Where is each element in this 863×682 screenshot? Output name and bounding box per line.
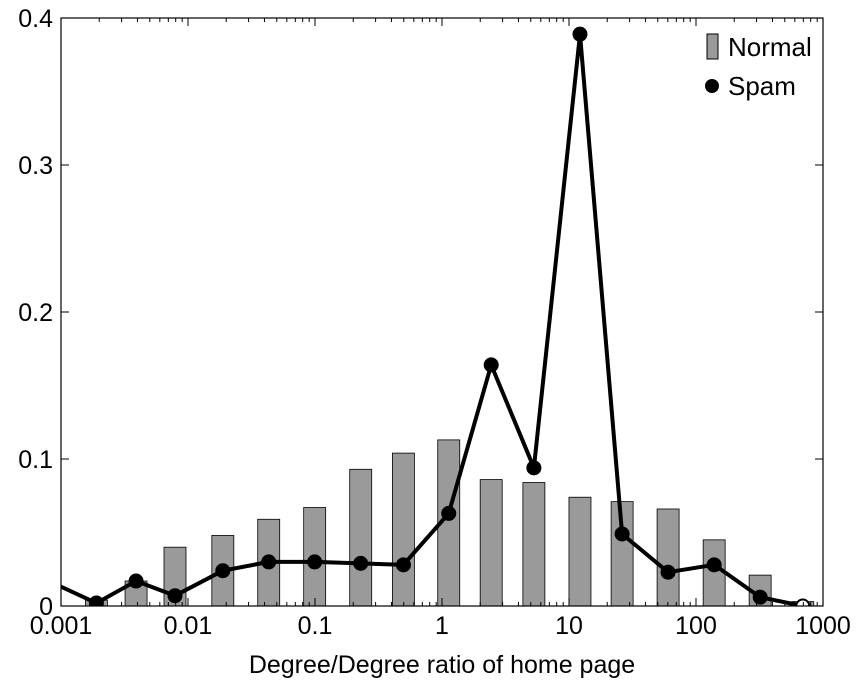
normal-bar	[656, 508, 680, 607]
spam-point	[572, 26, 588, 42]
spam-point	[167, 588, 183, 604]
y-tick-label: 0.4	[18, 5, 53, 33]
x-axis: 0.001 0.01 0.1 1 10 100 1000	[30, 18, 851, 640]
spam-point	[395, 557, 411, 573]
y-tick-label: 0	[39, 593, 53, 621]
legend-spam-label: Spam	[728, 71, 796, 101]
spam-point	[706, 557, 722, 573]
spam-point	[483, 357, 499, 373]
x-tick-label: 1	[435, 612, 449, 640]
spam-point	[752, 589, 768, 605]
normal-bar	[349, 468, 373, 607]
x-tick-label: 10	[555, 612, 583, 640]
normal-bar	[702, 539, 726, 607]
legend-normal-label: Normal	[728, 32, 812, 62]
spam-point	[128, 573, 144, 589]
legend-normal-swatch	[706, 33, 719, 60]
legend: Normal Spam	[705, 32, 812, 101]
x-tick-label: 0.1	[298, 612, 333, 640]
spam-point	[88, 595, 104, 606]
normal-bar	[522, 482, 546, 607]
x-axis-label: Degree/Degree ratio of home page	[249, 651, 635, 679]
spam-point	[215, 563, 231, 579]
legend-spam-marker	[705, 79, 719, 93]
spam-point	[795, 598, 811, 606]
spam-point	[526, 460, 542, 476]
x-tick-label: 100	[675, 612, 717, 640]
spam-point	[441, 505, 457, 521]
spam-point	[353, 555, 369, 571]
normal-bar	[392, 452, 415, 607]
x-tick-label: 1000	[795, 612, 851, 640]
spam-series	[61, 26, 811, 606]
y-tick-label: 0.2	[18, 299, 53, 327]
x-tick-label: 0.001	[30, 612, 93, 640]
x-tick-label: 0.01	[164, 612, 213, 640]
y-axis: 0 0.1 0.2 0.3 0.4	[18, 5, 823, 621]
y-tick-label: 0.1	[18, 446, 53, 474]
y-tick-label: 0.3	[18, 152, 53, 180]
spam-point	[614, 526, 630, 542]
normal-bar	[568, 496, 592, 607]
spam-point	[660, 564, 676, 580]
spam-point	[261, 554, 277, 570]
spam-point	[307, 554, 323, 570]
normal-bar	[479, 479, 503, 607]
